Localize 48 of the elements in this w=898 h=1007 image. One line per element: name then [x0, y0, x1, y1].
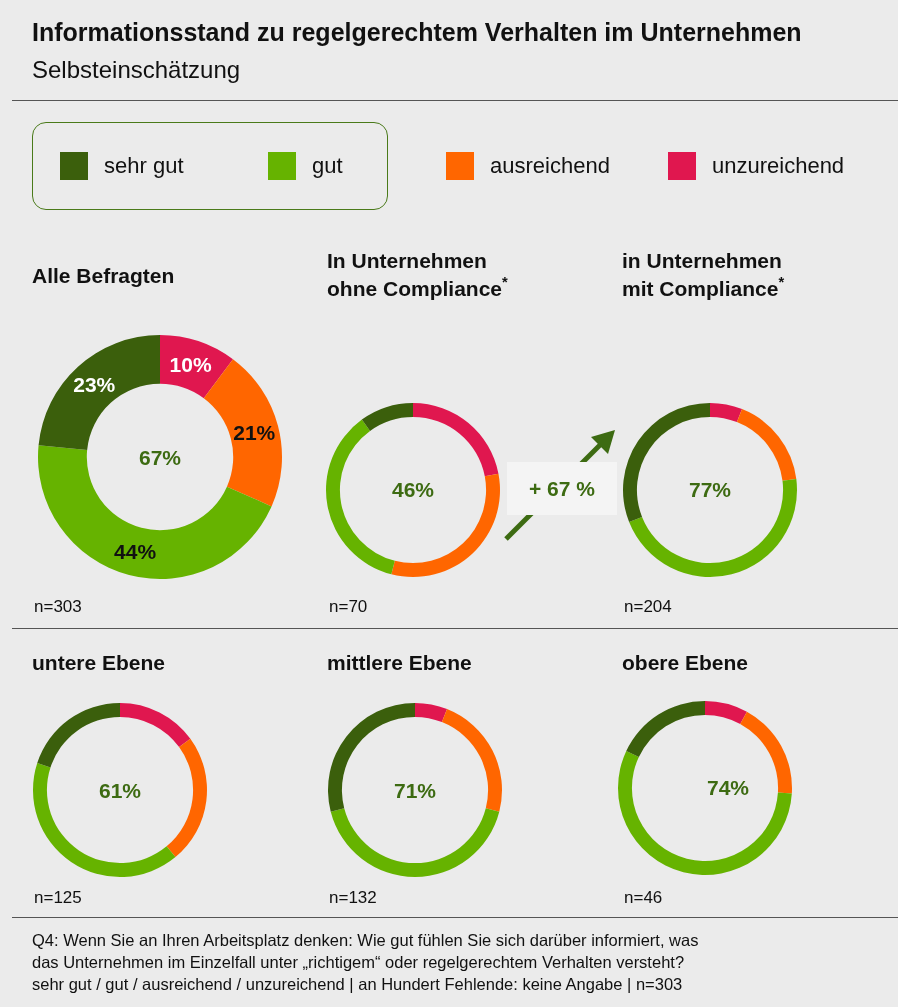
- donut-slice: [33, 763, 176, 877]
- text: n=132: [329, 888, 377, 907]
- legend-label: sehr gut: [104, 153, 184, 179]
- donut-slice: [626, 701, 705, 757]
- donut-slice: [710, 403, 743, 423]
- chart-title: mittlere Ebene: [327, 650, 472, 674]
- chart-title: In Unternehmen ohne Compliance$^{*}$: [327, 249, 509, 300]
- text: + 67 %: [507, 462, 617, 515]
- donut-slice: [736, 409, 797, 481]
- text: Alle Befragten: [32, 263, 175, 287]
- text: Q4: Wenn Sie an Ihren Arbeitsplatz denken: Wie gut fühlen Sie sich darüber informiert, was das Unternehmen im Einzelfall unter „richtigem“ oder regelgerechtem Verhalten versteht? sehr gut / gut / ausreichend / unzureichend | an Hundert Fehlende: keine Angabe | n=303: [32, 930, 699, 995]
- donut-slice: [391, 473, 500, 577]
- text: 77%: [689, 478, 732, 501]
- chart-title: in Unternehmen mit Compliance$^{*}$: [622, 249, 785, 300]
- chart-title: untere Ebene: [32, 650, 166, 674]
- donut-slice: [37, 703, 120, 768]
- donut-slice: [120, 703, 191, 748]
- text: n=303: [34, 597, 82, 616]
- data-label: 21%: [233, 420, 276, 444]
- legend-label: ausreichend: [490, 153, 610, 179]
- donut-slice: [38, 335, 160, 450]
- text: 71%: [394, 779, 437, 802]
- donut-slice: [413, 403, 499, 477]
- data-label: 10%: [169, 352, 212, 376]
- text: n=70: [329, 597, 368, 616]
- chart-title: obere Ebene: [622, 650, 749, 674]
- data-label: 44%: [114, 539, 157, 563]
- donut-slice: [415, 703, 448, 723]
- text: Selbsteinschätzung: [32, 56, 241, 84]
- donut-slice: [330, 808, 500, 877]
- donut-slice: [705, 701, 747, 724]
- text: 67%: [139, 446, 182, 469]
- text: Informationsstand zu regelgerechtem Verhalten im Unternehmen: [32, 18, 802, 47]
- data-label: 23%: [73, 373, 116, 397]
- donut-slice: [441, 709, 502, 812]
- text: n=46: [624, 888, 663, 907]
- text: 46%: [392, 478, 435, 501]
- donut-slice: [629, 479, 797, 577]
- donut-slice: [38, 445, 272, 579]
- text: n=125: [34, 888, 82, 907]
- text: n=204: [624, 597, 672, 616]
- legend-label: gut: [312, 153, 343, 179]
- text: 61%: [99, 779, 142, 802]
- legend-label: unzureichend: [712, 153, 845, 179]
- donut-slice: [361, 403, 413, 431]
- text: 74%: [707, 776, 750, 799]
- donut-slice: [166, 738, 207, 858]
- donut-slice: [618, 750, 792, 875]
